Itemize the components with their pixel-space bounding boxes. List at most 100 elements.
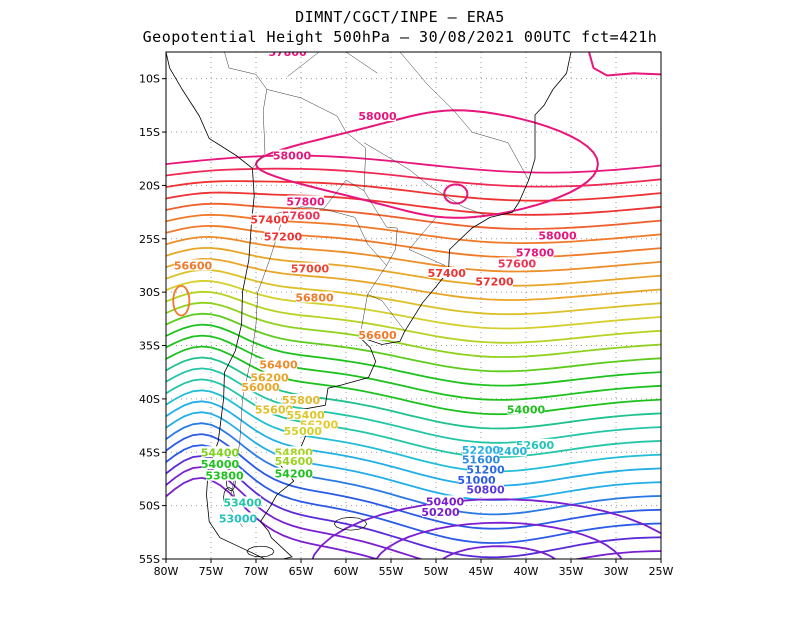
political-border [266, 89, 367, 215]
lon-tick-label: 40W [514, 565, 539, 578]
longitude-ticks: 80W 75W 70W 65W 60W 55W 50W 45W 40W 35W 30W 25W [154, 559, 674, 578]
lon-tick-label: 60W [334, 565, 359, 578]
lon-tick-label: 80W [154, 565, 179, 578]
contour-label: 56600 [358, 329, 397, 342]
lat-lon-grid [166, 52, 661, 559]
contour-label-bg [296, 291, 333, 303]
contour-label: 57400 [428, 267, 467, 280]
low-centre-contour [441, 545, 557, 559]
contour-label-bg [359, 110, 396, 122]
contour-label-bg [284, 424, 322, 436]
height-contour [166, 345, 661, 416]
height-contour [166, 389, 661, 473]
height-contours [166, 52, 661, 559]
lat-tick-label: 20S [139, 179, 160, 192]
lon-tick-label: 75W [199, 565, 224, 578]
contour-label: 57200 [264, 231, 303, 244]
map-frame [165, 51, 662, 560]
low-centre-contour [375, 521, 623, 559]
contour-label-bg [489, 445, 527, 457]
lat-tick-label: 25S [139, 233, 160, 246]
political-border [228, 213, 284, 528]
contour-label: 57400 [250, 214, 289, 227]
contour-label: 53400 [223, 496, 262, 509]
contour-label-bg [174, 259, 212, 271]
contour-label-bg [273, 149, 311, 161]
lon-tick-label: 50W [424, 565, 449, 578]
contour-label: 57800 [268, 46, 307, 59]
contour-label-bg [467, 483, 504, 495]
contour-label-bg [251, 213, 288, 225]
height-contour [166, 154, 661, 174]
ne-ridge-contour [588, 52, 661, 77]
height-contour [166, 202, 661, 230]
contour-label-bg [507, 403, 545, 415]
contour-label-bg [224, 496, 261, 508]
height-contour [166, 247, 661, 287]
island [246, 545, 275, 558]
contour-label-bg [426, 495, 464, 507]
contour-label-bg [264, 230, 302, 242]
contour-label-bg [462, 444, 500, 456]
contour-label: 54000 [201, 458, 240, 471]
contour-label-bg [282, 209, 320, 221]
political-border [345, 52, 378, 74]
contour-label-bg [291, 262, 329, 274]
contour-label-bg [275, 454, 313, 466]
contour-label: 58000 [273, 150, 312, 163]
lat-tick-label: 55S [139, 553, 160, 566]
height-contour [166, 268, 661, 316]
height-contour [166, 323, 661, 387]
contour-label-bg [251, 371, 288, 383]
contour-label-bg [269, 52, 306, 57]
political-border [367, 265, 387, 295]
lat-tick-label: 15S [139, 126, 160, 139]
contour-label-bg [422, 506, 459, 518]
contour-label: 54400 [201, 446, 240, 459]
contour-label-bg [462, 453, 500, 465]
contour-label: 57800 [286, 195, 325, 208]
political-border [224, 52, 268, 169]
contour-label: 58000 [358, 110, 397, 123]
contour-label: 55000 [284, 425, 323, 438]
political-border [287, 52, 320, 77]
height-contour [166, 290, 661, 344]
contour-label: 54000 [507, 404, 546, 417]
map-title-line1: DIMNT/CGCT/INPE – ERA5 [295, 8, 505, 26]
contour-label: 50200 [421, 506, 460, 519]
height-contour [166, 422, 661, 516]
contour-label: 57600 [498, 257, 537, 270]
height-contour [166, 213, 661, 244]
contour-label-bg [359, 328, 396, 340]
height-contour [166, 400, 661, 487]
contour-label-bg [476, 275, 513, 287]
political-border [471, 131, 529, 181]
height-contour [166, 167, 661, 188]
lat-tick-label: 10S [139, 73, 160, 86]
contour-label: 54600 [275, 455, 314, 468]
height-contour [166, 312, 661, 373]
height-contour [166, 367, 661, 444]
contour-label: 56800 [295, 291, 334, 304]
contour-label-bg [287, 195, 324, 207]
contour-label: 55600 [255, 404, 294, 417]
lat-tick-label: 45S [139, 446, 160, 459]
contour-label: 57000 [291, 263, 330, 276]
height-contour [166, 356, 661, 430]
contour-label-bg [300, 418, 338, 430]
latitude-ticks: 10S 15S 20S 25S 30S 35S 40S 45S 50S 55S [139, 73, 166, 566]
lon-tick-label: 70W [244, 565, 269, 578]
contour-label: 51200 [466, 463, 505, 476]
height-contour [166, 411, 661, 501]
contour-label: 58000 [538, 230, 577, 243]
height-contour [166, 301, 661, 358]
contour-label-bg [516, 246, 554, 258]
small-ridge-contour [443, 183, 469, 205]
political-border [363, 142, 486, 216]
political-border [367, 294, 406, 332]
lon-tick-label: 55W [379, 565, 404, 578]
height-contour [166, 476, 380, 559]
contour-label-bg [428, 266, 466, 278]
contour-label: 54200 [275, 468, 314, 481]
